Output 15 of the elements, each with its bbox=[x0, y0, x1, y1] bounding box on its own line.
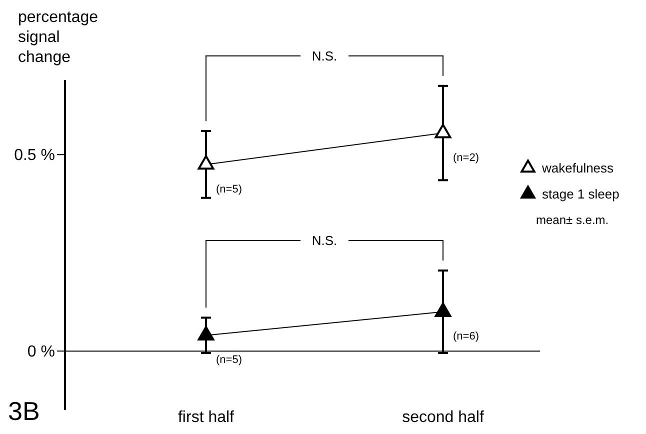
annotation: (n=6) bbox=[453, 330, 479, 343]
legend-label: wakefulness bbox=[541, 160, 614, 176]
annotation: (n=5) bbox=[216, 354, 242, 366]
text: 3B bbox=[8, 396, 40, 426]
y-tick-label: 0.5 % bbox=[14, 147, 55, 164]
y-axis-title: percentage signal change bbox=[18, 9, 98, 66]
annotation: (n=5) bbox=[216, 183, 242, 196]
legend-label: stage 1 sleep bbox=[542, 186, 620, 202]
annotation: N.S. bbox=[312, 233, 338, 248]
annotation: mean± s.e.m. bbox=[536, 213, 609, 228]
text: N.S. bbox=[312, 48, 338, 64]
annotation: (n=2) bbox=[453, 152, 479, 164]
x-tick-label: first half bbox=[178, 409, 235, 426]
x-tick-label: second half bbox=[402, 409, 484, 426]
y-tick-label: 0 % bbox=[27, 344, 55, 361]
